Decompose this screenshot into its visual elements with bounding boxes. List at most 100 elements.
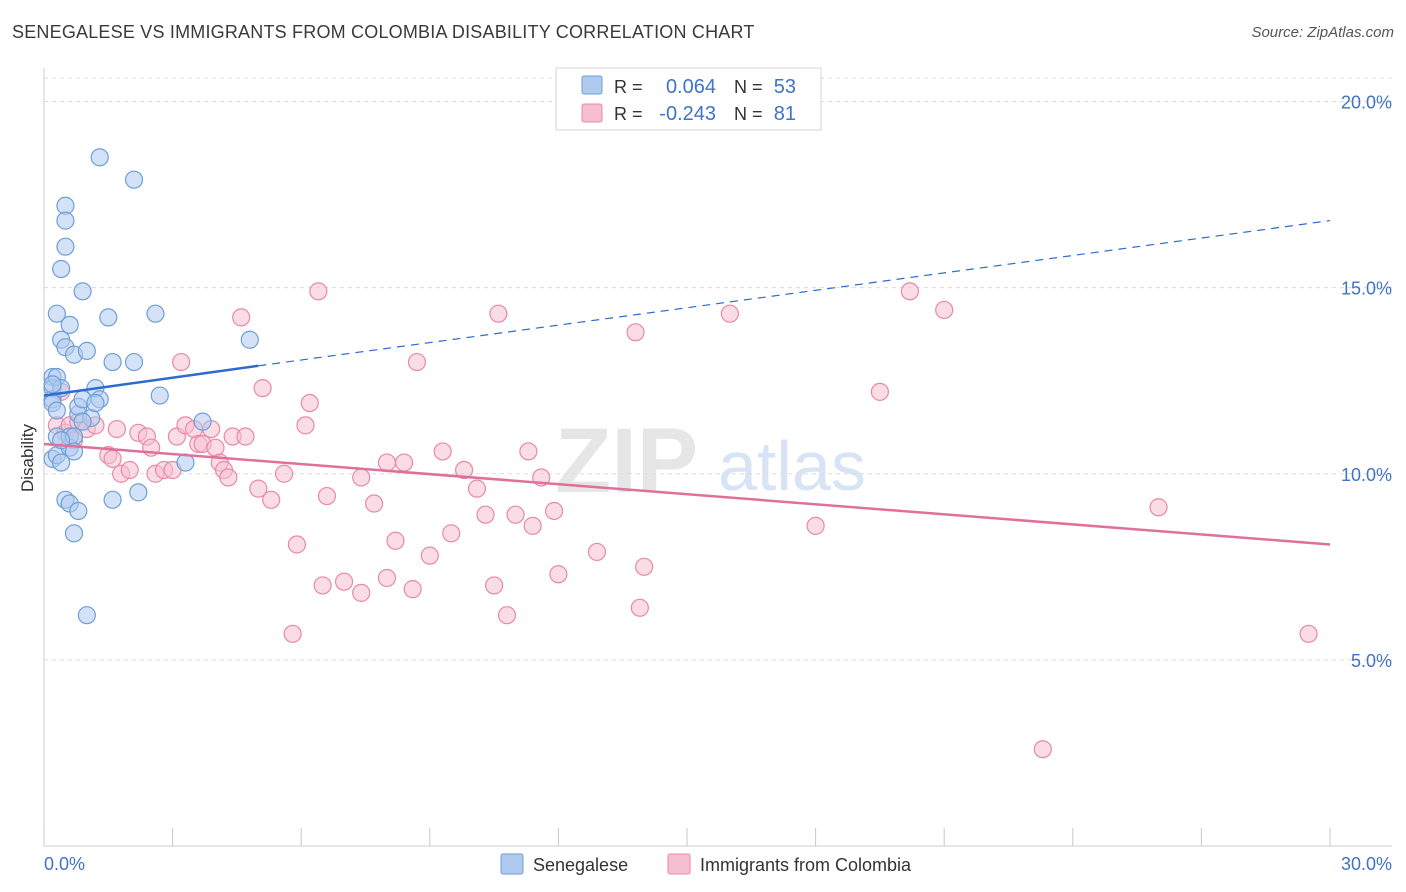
trend-lines	[43, 220, 1331, 546]
legend-n-value-1: 53	[774, 76, 796, 98]
colombia-point	[386, 531, 405, 550]
colombia-point	[1033, 740, 1052, 759]
senegalese-point	[73, 412, 92, 431]
senegalese-point	[47, 304, 66, 323]
senegalese-point	[73, 282, 92, 301]
colombia-point	[523, 516, 542, 535]
legend-r-label-2: R =	[614, 104, 643, 124]
colombia-point	[635, 557, 654, 576]
colombia-point	[394, 453, 414, 472]
senegalese-point	[43, 375, 62, 394]
legend-swatch-senegalese	[581, 75, 603, 95]
senegalese-point	[103, 352, 122, 372]
senegalese-point	[193, 412, 212, 431]
colombia-point	[103, 449, 122, 468]
series-senegalese-points	[43, 148, 259, 625]
colombia-point	[287, 535, 307, 554]
colombia-point	[506, 505, 525, 524]
bottom-legend-label-senegalese: Senegalese	[533, 855, 628, 875]
grid-lines	[44, 77, 1392, 661]
colombia-point	[296, 416, 315, 435]
legend-r-value-1: 0.064	[666, 76, 716, 98]
colombia-point	[630, 598, 649, 617]
colombia-point	[519, 442, 538, 461]
colombia-point	[485, 576, 504, 595]
senegalese-point	[90, 148, 109, 167]
senegalese-point	[124, 170, 144, 189]
colombia-point	[587, 542, 607, 562]
colombia-point	[309, 282, 328, 301]
colombia-point	[467, 479, 487, 498]
senegalese-point	[56, 237, 75, 256]
colombia-point	[442, 524, 461, 543]
senegalese-point	[124, 352, 144, 372]
colombia-point	[407, 352, 427, 372]
colombia-trend-line	[43, 442, 1331, 546]
colombia-point	[806, 516, 825, 535]
legend-swatch-colombia	[581, 103, 603, 123]
colombia-point	[172, 352, 191, 372]
senegalese-point	[69, 501, 88, 521]
legend-n-value-2: 81	[774, 103, 796, 125]
senegalese-point	[52, 453, 71, 472]
colombia-point	[253, 379, 272, 398]
colombia-point	[352, 583, 371, 602]
senegalese-point	[60, 315, 79, 334]
y-tick-label: 15.0%	[1341, 279, 1392, 299]
colombia-point	[352, 468, 371, 487]
watermark-zip: ZIP	[555, 410, 698, 512]
y-axis-label: Disability	[18, 423, 37, 492]
y-tick-labels: 5.0% 10.0% 15.0% 20.0%	[1341, 93, 1392, 671]
colombia-point	[377, 453, 397, 472]
watermark-atlas: atlas	[718, 427, 866, 505]
colombia-point	[720, 304, 739, 323]
colombia-point	[317, 486, 337, 506]
colombia-point	[377, 568, 397, 588]
watermark: ZIP atlas	[555, 410, 866, 512]
colombia-point	[274, 464, 294, 483]
chart-title: SENEGALESE VS IMMIGRANTS FROM COLOMBIA D…	[12, 22, 755, 42]
legend-n-label-1: N =	[734, 77, 763, 97]
x-tick-label-max: 30.0%	[1341, 854, 1392, 874]
legend-r-value-2: -0.243	[659, 103, 716, 125]
senegalese-point	[56, 211, 75, 230]
senegalese-trend-extension	[258, 220, 1331, 367]
y-tick-label: 5.0%	[1351, 651, 1392, 671]
colombia-point	[870, 382, 890, 401]
colombia-point	[249, 479, 268, 498]
x-ticks	[43, 828, 1331, 846]
colombia-point	[420, 546, 439, 565]
colombia-point	[403, 580, 422, 599]
senegalese-point	[146, 304, 165, 323]
colombia-point	[626, 323, 645, 342]
colombia-point	[219, 468, 238, 487]
colombia-point	[1299, 624, 1318, 643]
senegalese-trend-line	[43, 364, 259, 397]
colombia-point	[107, 419, 126, 439]
colombia-point	[545, 501, 564, 521]
colombia-point	[1149, 498, 1168, 517]
senegalese-point	[103, 490, 122, 509]
chart-source: Source: ZipAtlas.com	[1251, 24, 1394, 41]
colombia-point	[433, 442, 452, 461]
senegalese-point	[86, 393, 105, 413]
bottom-legend: Senegalese Immigrants from Colombia	[500, 853, 912, 875]
bottom-legend-swatch-senegalese	[500, 853, 524, 875]
colombia-point	[334, 572, 354, 591]
colombia-point	[313, 576, 332, 595]
y-tick-label: 10.0%	[1341, 465, 1392, 485]
senegalese-point	[77, 606, 96, 625]
colombia-point	[232, 308, 251, 327]
top-legend: R = 0.064 N = 53 R = -0.243 N = 81	[555, 67, 822, 131]
colombia-point	[120, 460, 139, 480]
senegalese-point	[240, 330, 259, 349]
legend-n-label-2: N =	[734, 104, 763, 124]
colombia-point	[262, 490, 281, 509]
legend-r-label-1: R =	[614, 77, 643, 97]
series-colombia-points	[47, 282, 1318, 759]
senegalese-point	[47, 401, 66, 420]
x-tick-label-min: 0.0%	[44, 854, 85, 874]
colombia-point	[454, 460, 474, 480]
colombia-point	[549, 565, 568, 584]
colombia-point	[935, 300, 954, 320]
